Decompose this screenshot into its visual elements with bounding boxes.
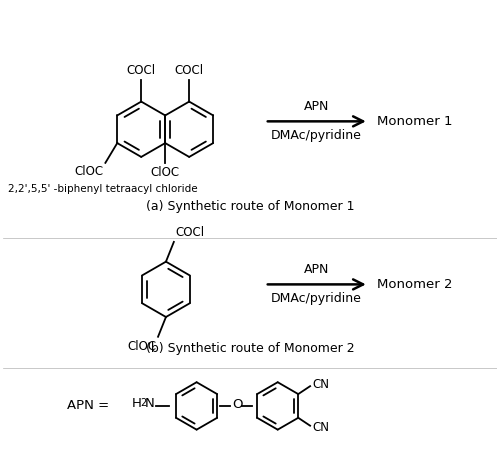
Text: (a) Synthetic route of Monomer 1: (a) Synthetic route of Monomer 1 [146,200,354,213]
Text: Monomer 2: Monomer 2 [376,278,452,291]
Text: DMAc/pyridine: DMAc/pyridine [271,129,362,142]
Text: Monomer 1: Monomer 1 [376,115,452,128]
Text: ClOC: ClOC [74,165,104,178]
Text: ClOC: ClOC [127,340,156,353]
Text: DMAc/pyridine: DMAc/pyridine [271,292,362,305]
Text: APN =: APN = [67,399,109,412]
Text: APN: APN [304,101,329,113]
Text: N: N [145,397,155,410]
Text: COCl: COCl [176,226,205,239]
Text: COCl: COCl [126,64,156,77]
Text: 2,2',5,5' -biphenyl tetraacyl chloride: 2,2',5,5' -biphenyl tetraacyl chloride [8,183,198,194]
Text: 2: 2 [140,398,146,408]
Text: ClOC: ClOC [150,166,180,179]
Text: O: O [232,398,242,411]
Text: APN: APN [304,263,329,277]
Text: COCl: COCl [174,64,204,77]
Text: CN: CN [312,378,329,391]
Text: (b) Synthetic route of Monomer 2: (b) Synthetic route of Monomer 2 [146,342,354,355]
Text: H: H [132,397,141,410]
Text: CN: CN [312,421,329,434]
